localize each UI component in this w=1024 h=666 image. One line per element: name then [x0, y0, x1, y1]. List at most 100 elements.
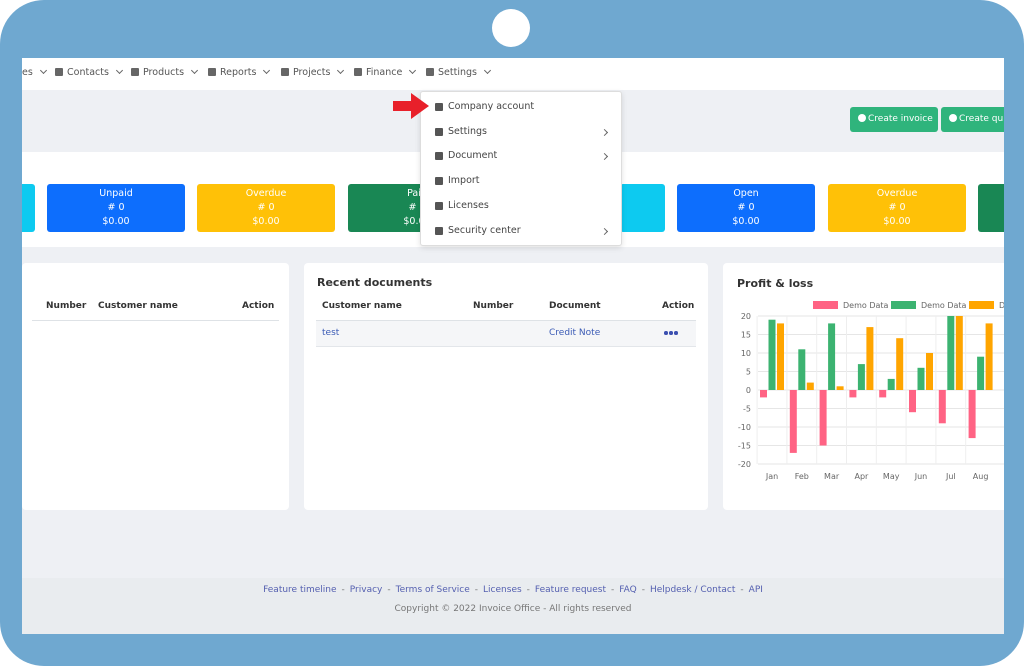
nav-item[interactable]: Contacts	[55, 66, 123, 78]
footer-link[interactable]: Licenses	[483, 585, 522, 595]
footer-link[interactable]: Feature request	[534, 585, 607, 595]
y-tick-label: -20	[738, 460, 751, 469]
separator: -	[740, 585, 744, 595]
separator: -	[341, 585, 345, 595]
bar	[887, 378, 895, 390]
nav-item[interactable]: es	[22, 66, 47, 78]
divider	[32, 320, 279, 321]
y-tick-label: 10	[741, 349, 751, 358]
y-tick-label: 15	[741, 331, 751, 340]
dot	[664, 331, 668, 335]
status-card[interactable]: Overdue # 0 $0.00	[197, 184, 335, 232]
footer-link[interactable]: Feature timeline	[263, 585, 337, 595]
nav-icon	[55, 68, 63, 76]
card-amount: $0.00	[102, 216, 130, 227]
item-label: Import	[448, 175, 480, 187]
bar	[849, 390, 857, 398]
item-icon	[435, 177, 443, 186]
y-tick-label: 20	[741, 312, 751, 321]
submenu-chevron	[600, 153, 609, 161]
card-count: # 0	[257, 202, 275, 213]
x-tick-label: Aug	[973, 472, 989, 481]
item-label: Security center	[448, 224, 521, 236]
nav-item[interactable]: Products	[131, 66, 199, 78]
nav-icon	[131, 68, 139, 76]
item-label: Document	[448, 150, 498, 162]
chevron	[337, 66, 345, 75]
nav-item[interactable]: Finance	[354, 66, 417, 78]
card-count: # 0	[107, 202, 125, 213]
legend-label: Demo Data	[999, 301, 1004, 310]
dropdown-item[interactable]: Document	[421, 146, 621, 166]
screen: es Contacts Products Reports Projects Finance…	[22, 58, 1004, 634]
dropdown-item[interactable]: Company account	[421, 97, 621, 117]
legend-swatch	[969, 301, 994, 309]
status-card[interactable]: Unpaid # 0 $0.00	[47, 184, 185, 232]
chart-panel: Profit & loss -20 -15 -10 -5 0 5 10 15 20 Jan Feb Ma…	[723, 263, 1004, 510]
footer-link[interactable]: Privacy	[349, 585, 383, 595]
bar	[768, 319, 776, 390]
item-icon	[435, 226, 443, 235]
nav-icon	[208, 68, 216, 76]
table-row	[316, 321, 696, 347]
y-tick-label: -15	[738, 442, 751, 451]
footer: Feature timeline - Privacy - Terms of Servic…	[22, 578, 1004, 634]
submenu-chevron	[600, 227, 609, 235]
customer-link[interactable]: test	[322, 328, 340, 338]
panel-title: Recent documents	[317, 276, 433, 289]
chart-title: Profit & loss	[737, 277, 814, 290]
nav-label: Reports	[220, 67, 257, 78]
nav-item[interactable]: Projects	[281, 66, 345, 78]
item-icon	[435, 103, 443, 111]
status-card[interactable]: Overdue # 0 $0.00	[828, 184, 966, 232]
x-tick-label: Jul	[945, 472, 956, 481]
nav-item[interactable]: Settings	[426, 66, 492, 78]
dot	[669, 331, 673, 335]
card-title: Unpaid	[99, 188, 133, 199]
card-amount: $0.00	[883, 216, 911, 227]
footer-link[interactable]: API	[748, 585, 763, 595]
chevron	[263, 66, 271, 75]
x-tick-label: Apr	[854, 472, 869, 481]
button[interactable]: Create invoice	[850, 107, 938, 132]
dropdown-item[interactable]: Import	[421, 171, 621, 191]
table-header: Action	[662, 301, 695, 311]
dropdown-item[interactable]: Licenses	[421, 196, 621, 216]
divider	[316, 320, 696, 321]
x-tick-label: Jun	[914, 472, 928, 481]
recent-panel: Recent documents Customer name Number Docum…	[304, 263, 708, 510]
footer-link[interactable]: FAQ	[619, 585, 637, 595]
nav-label: Settings	[438, 67, 477, 78]
button-label: Create qu	[959, 114, 1004, 124]
separator: -	[526, 585, 530, 595]
y-tick-label: 0	[746, 386, 751, 395]
copyright: Copyright © 2022 Invoice Office - All ri…	[394, 604, 632, 614]
plus-icon	[949, 114, 957, 122]
nav-item[interactable]: Reports	[208, 66, 271, 78]
card-title: Open	[733, 188, 759, 199]
status-card[interactable]: Open # 0 $0.00	[677, 184, 815, 232]
legend-label: Demo Data	[843, 301, 889, 310]
x-tick-label: Mar	[824, 472, 840, 481]
table-header: Number	[46, 301, 87, 311]
bar	[985, 323, 993, 390]
nav-icon	[426, 68, 434, 76]
card-amount: $0.00	[252, 216, 280, 227]
nav-label: Finance	[366, 67, 403, 78]
y-tick-label: -5	[743, 405, 751, 414]
bar	[789, 390, 797, 453]
footer-links: Feature timeline - Privacy - Terms of Servic…	[22, 585, 1004, 595]
nav-bar: es Contacts Products Reports Projects Finance…	[22, 58, 1004, 90]
button[interactable]: Create qu	[941, 107, 1004, 132]
bar	[828, 323, 836, 390]
left-panel: Number Customer name Action	[22, 263, 289, 510]
footer-link[interactable]: Terms of Service	[395, 585, 470, 595]
nav-icon	[354, 68, 362, 76]
footer-link[interactable]: Helpdesk / Contact	[649, 585, 736, 595]
dropdown-item[interactable]: Security center	[421, 221, 621, 241]
dropdown-item[interactable]: Settings	[421, 122, 621, 142]
document-link[interactable]: Credit Note	[549, 328, 601, 338]
bar	[909, 390, 916, 413]
bar	[798, 349, 806, 390]
